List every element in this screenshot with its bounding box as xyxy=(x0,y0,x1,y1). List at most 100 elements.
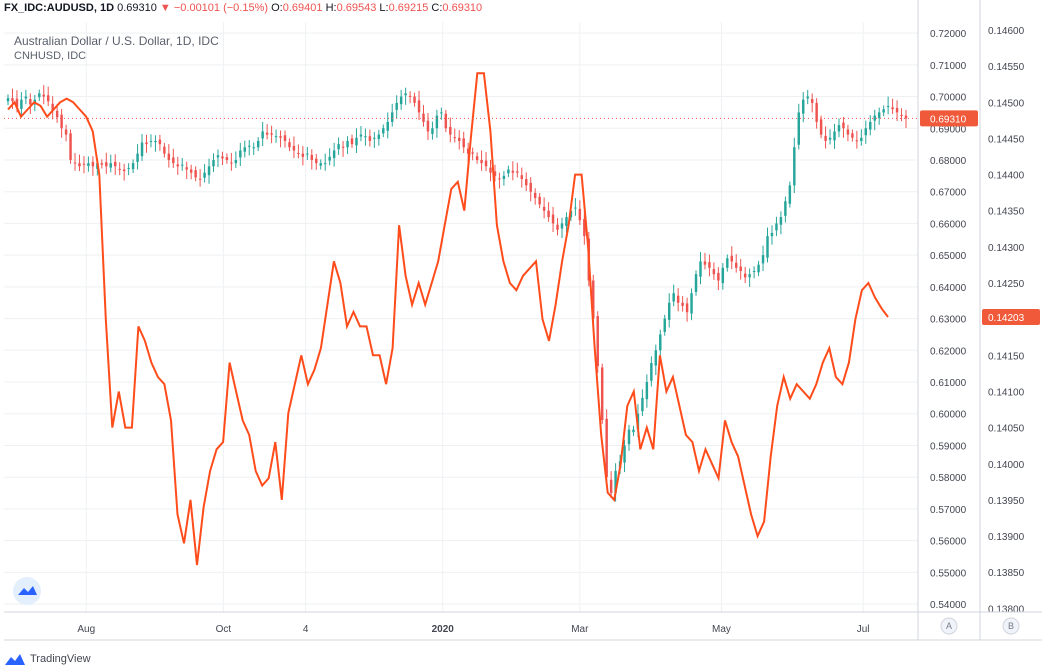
candle xyxy=(507,165,510,178)
y-right-tick-label: 0.14600 xyxy=(988,26,1025,37)
candle xyxy=(735,254,738,273)
candle xyxy=(815,98,818,129)
candle xyxy=(377,129,381,146)
candle xyxy=(234,151,238,168)
y-left-tick-label: 0.56000 xyxy=(930,537,967,548)
candle xyxy=(163,142,166,158)
y-left-tick-label: 0.71000 xyxy=(930,61,967,72)
candle xyxy=(855,130,859,149)
candle xyxy=(51,96,54,120)
candle xyxy=(113,154,117,175)
candle xyxy=(489,159,492,182)
candle xyxy=(770,225,774,245)
candle xyxy=(556,218,559,236)
candle xyxy=(337,137,340,155)
candle xyxy=(20,92,23,118)
candle xyxy=(690,288,693,321)
candle xyxy=(699,251,702,285)
x-tick-label: Jul xyxy=(857,624,870,635)
candle xyxy=(408,91,412,104)
candle xyxy=(851,129,854,142)
symbol-name[interactable]: FX_IDC:AUDUSD, 1D xyxy=(4,2,115,14)
legend-compare-series[interactable]: CNHUSD, IDC xyxy=(14,50,87,62)
candle xyxy=(900,108,903,122)
candle xyxy=(462,131,465,154)
candle xyxy=(355,128,358,154)
candle xyxy=(828,129,832,145)
candle xyxy=(739,258,742,280)
y-left-tick-label: 0.65000 xyxy=(930,251,967,262)
close-label: C: xyxy=(431,2,443,14)
candle xyxy=(118,162,121,176)
candle xyxy=(886,96,890,115)
candle xyxy=(645,374,649,408)
candle xyxy=(574,198,577,216)
candle xyxy=(730,246,733,270)
candle xyxy=(64,124,68,142)
candle xyxy=(310,149,314,170)
candle xyxy=(766,227,769,263)
candle xyxy=(654,344,658,376)
candle xyxy=(708,254,711,277)
tradingview-logo[interactable]: TradingView xyxy=(4,650,91,668)
last-price-text-right: 0.14203 xyxy=(988,313,1025,324)
y-right-tick-label: 0.14550 xyxy=(988,62,1025,73)
candle xyxy=(288,138,291,152)
candle xyxy=(533,188,537,205)
candle xyxy=(583,211,586,245)
candle xyxy=(676,288,680,312)
y-right-tick-label: 0.14400 xyxy=(988,171,1025,182)
candle xyxy=(109,154,112,173)
candle xyxy=(390,103,394,127)
candle xyxy=(761,245,765,272)
candle xyxy=(158,134,162,151)
svg-text:A: A xyxy=(946,621,952,631)
candle xyxy=(194,166,197,182)
candle xyxy=(341,140,345,157)
candle xyxy=(560,217,564,239)
candle xyxy=(301,146,305,166)
y-right-tick-label: 0.13900 xyxy=(988,532,1025,543)
candle xyxy=(42,85,45,105)
y-right-tick-label: 0.13800 xyxy=(988,604,1025,615)
legend-main-series[interactable]: Australian Dollar / U.S. Dollar, 1D, IDC xyxy=(14,34,219,48)
candle xyxy=(279,130,282,148)
candle xyxy=(493,164,497,182)
y-left-tick-label: 0.61000 xyxy=(930,378,967,389)
candle xyxy=(346,136,349,154)
open-value: 0.69401 xyxy=(282,2,323,14)
candle xyxy=(605,409,608,485)
y-left-tick-label: 0.55000 xyxy=(930,568,967,579)
candle xyxy=(60,108,63,138)
candle xyxy=(368,129,372,147)
scale-button-b[interactable]: B xyxy=(1002,617,1020,635)
y-left-tick-label: 0.59000 xyxy=(930,441,967,452)
candle xyxy=(596,311,599,373)
candle xyxy=(788,181,792,208)
last-price: 0.69310 xyxy=(117,2,157,14)
y-left-tick-label: 0.72000 xyxy=(930,29,967,40)
scale-button-a[interactable]: A xyxy=(940,617,958,635)
candle xyxy=(775,216,778,237)
last-price-text-left: 0.69310 xyxy=(930,114,967,125)
y-right-tick-label: 0.14500 xyxy=(988,98,1025,109)
candle xyxy=(91,156,95,176)
y-right-tick-label: 0.13850 xyxy=(988,568,1025,579)
candle xyxy=(386,112,389,139)
high-value: 0.69543 xyxy=(336,2,377,14)
close-value: 0.69310 xyxy=(442,2,483,14)
candle xyxy=(895,100,899,121)
candle xyxy=(659,329,662,357)
candle xyxy=(538,192,541,209)
candle xyxy=(105,152,108,174)
candle xyxy=(842,116,845,138)
candle xyxy=(176,156,179,175)
candle xyxy=(600,363,604,424)
candle xyxy=(399,89,403,110)
candle xyxy=(225,153,229,164)
candle xyxy=(243,140,247,158)
candle xyxy=(395,95,398,119)
candle xyxy=(819,115,823,139)
chart-logo-icon[interactable] xyxy=(13,577,41,605)
